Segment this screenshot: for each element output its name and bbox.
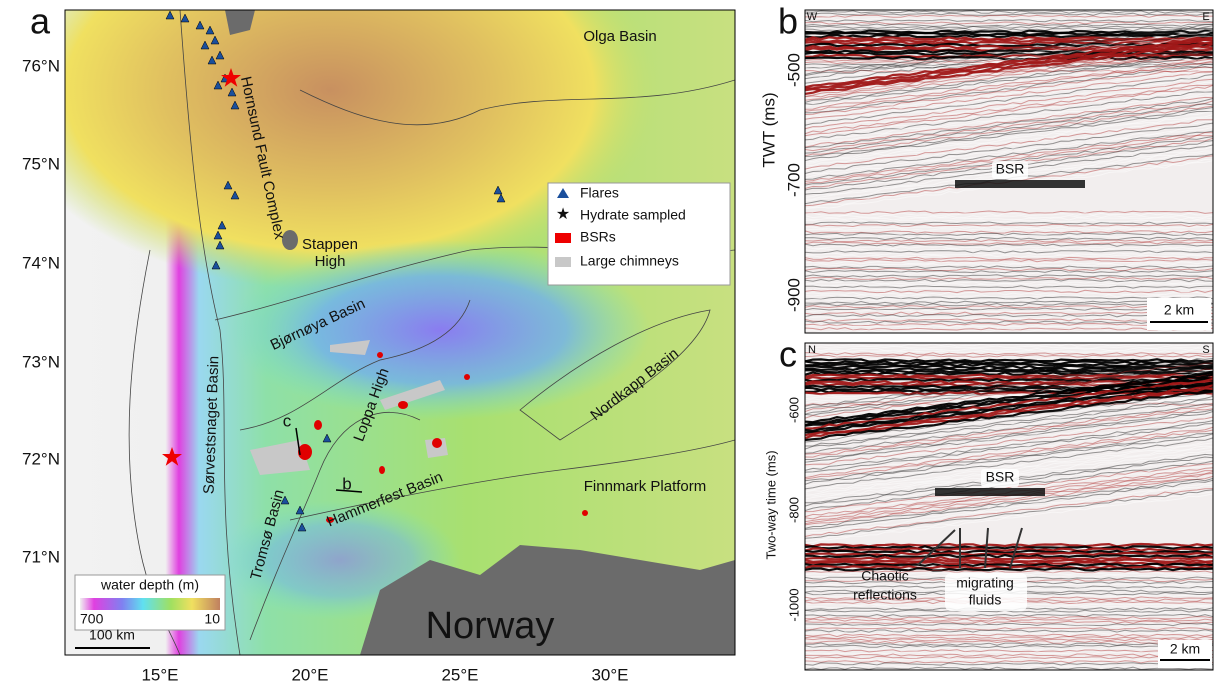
latitude-label: 74°N <box>22 253 60 272</box>
legend-label: BSRs <box>580 229 616 245</box>
direction: S <box>1202 344 1209 356</box>
axis-title: Two-way time (ms) <box>763 450 778 559</box>
y-tick-label: -1000 <box>786 588 801 621</box>
direction: E <box>1202 11 1209 23</box>
legend-label: Flares <box>580 185 619 201</box>
bsr <box>464 374 470 380</box>
scale-label: 2 km <box>1164 302 1194 318</box>
bsr <box>377 352 383 358</box>
legend-chimney <box>555 257 571 267</box>
legend-label: Large chimneys <box>580 253 679 269</box>
latitude-label: 75°N <box>22 154 60 173</box>
place-label: High <box>315 253 346 270</box>
annotation: BSR <box>986 469 1015 485</box>
bsr <box>398 401 408 409</box>
bsr <box>379 466 385 474</box>
annotation: reflections <box>853 587 917 603</box>
bsr <box>432 438 442 448</box>
annotation: BSR <box>996 161 1025 177</box>
longitude-label: 15°E <box>141 665 178 684</box>
scale-label: 2 km <box>1170 641 1200 657</box>
direction: N <box>808 344 816 356</box>
bsr <box>582 510 588 516</box>
profile-label: b <box>342 474 351 493</box>
axis-title: TWT (ms) <box>759 92 778 167</box>
place-label: Finnmark Platform <box>584 478 707 495</box>
y-tick-label: -500 <box>784 53 803 87</box>
longitude-label: 30°E <box>591 665 628 684</box>
depth-max: 10 <box>204 611 220 627</box>
scale-label: 100 km <box>89 627 135 643</box>
y-tick-label: -800 <box>786 497 801 523</box>
legend-star-icon: ★ <box>556 206 570 223</box>
y-tick-label: -600 <box>786 397 801 423</box>
place-label: Olga Basin <box>583 28 656 45</box>
seismic-c <box>805 343 1213 670</box>
direction: W <box>807 11 818 23</box>
annotation: fluids <box>969 592 1002 608</box>
latitude-label: 71°N <box>22 547 60 566</box>
y-tick-label: -900 <box>784 278 803 312</box>
place-label: Stappen <box>302 236 358 253</box>
bsr-reflector <box>955 180 1085 188</box>
bsr-reflector <box>935 488 1045 496</box>
place-label: Norway <box>426 605 555 647</box>
longitude-label: 25°E <box>441 665 478 684</box>
latitude-label: 76°N <box>22 56 60 75</box>
latitude-label: 72°N <box>22 449 60 468</box>
latitude-label: 73°N <box>22 352 60 371</box>
depth-min: 700 <box>80 611 104 627</box>
profile-label: c <box>283 411 292 430</box>
figure: ★ a 76°N 75°N 74°N 73°N 72°N 71°N 15°E 20°E 25°E 3… <box>0 0 1216 689</box>
map <box>0 0 735 655</box>
legend-label: Hydrate sampled <box>580 207 686 223</box>
panel-label: b <box>778 1 798 42</box>
bsr <box>314 420 322 430</box>
y-tick-label: -700 <box>784 163 803 197</box>
legend <box>548 183 730 285</box>
legend-bsr <box>555 233 571 243</box>
panel-label: a <box>30 1 51 42</box>
depth-bar <box>80 598 220 610</box>
panel-label: c <box>779 334 797 375</box>
annotation: migrating <box>956 575 1014 591</box>
annotation: Chaotic <box>861 568 908 584</box>
longitude-label: 20°E <box>291 665 328 684</box>
depth-title: water depth (m) <box>100 577 199 593</box>
